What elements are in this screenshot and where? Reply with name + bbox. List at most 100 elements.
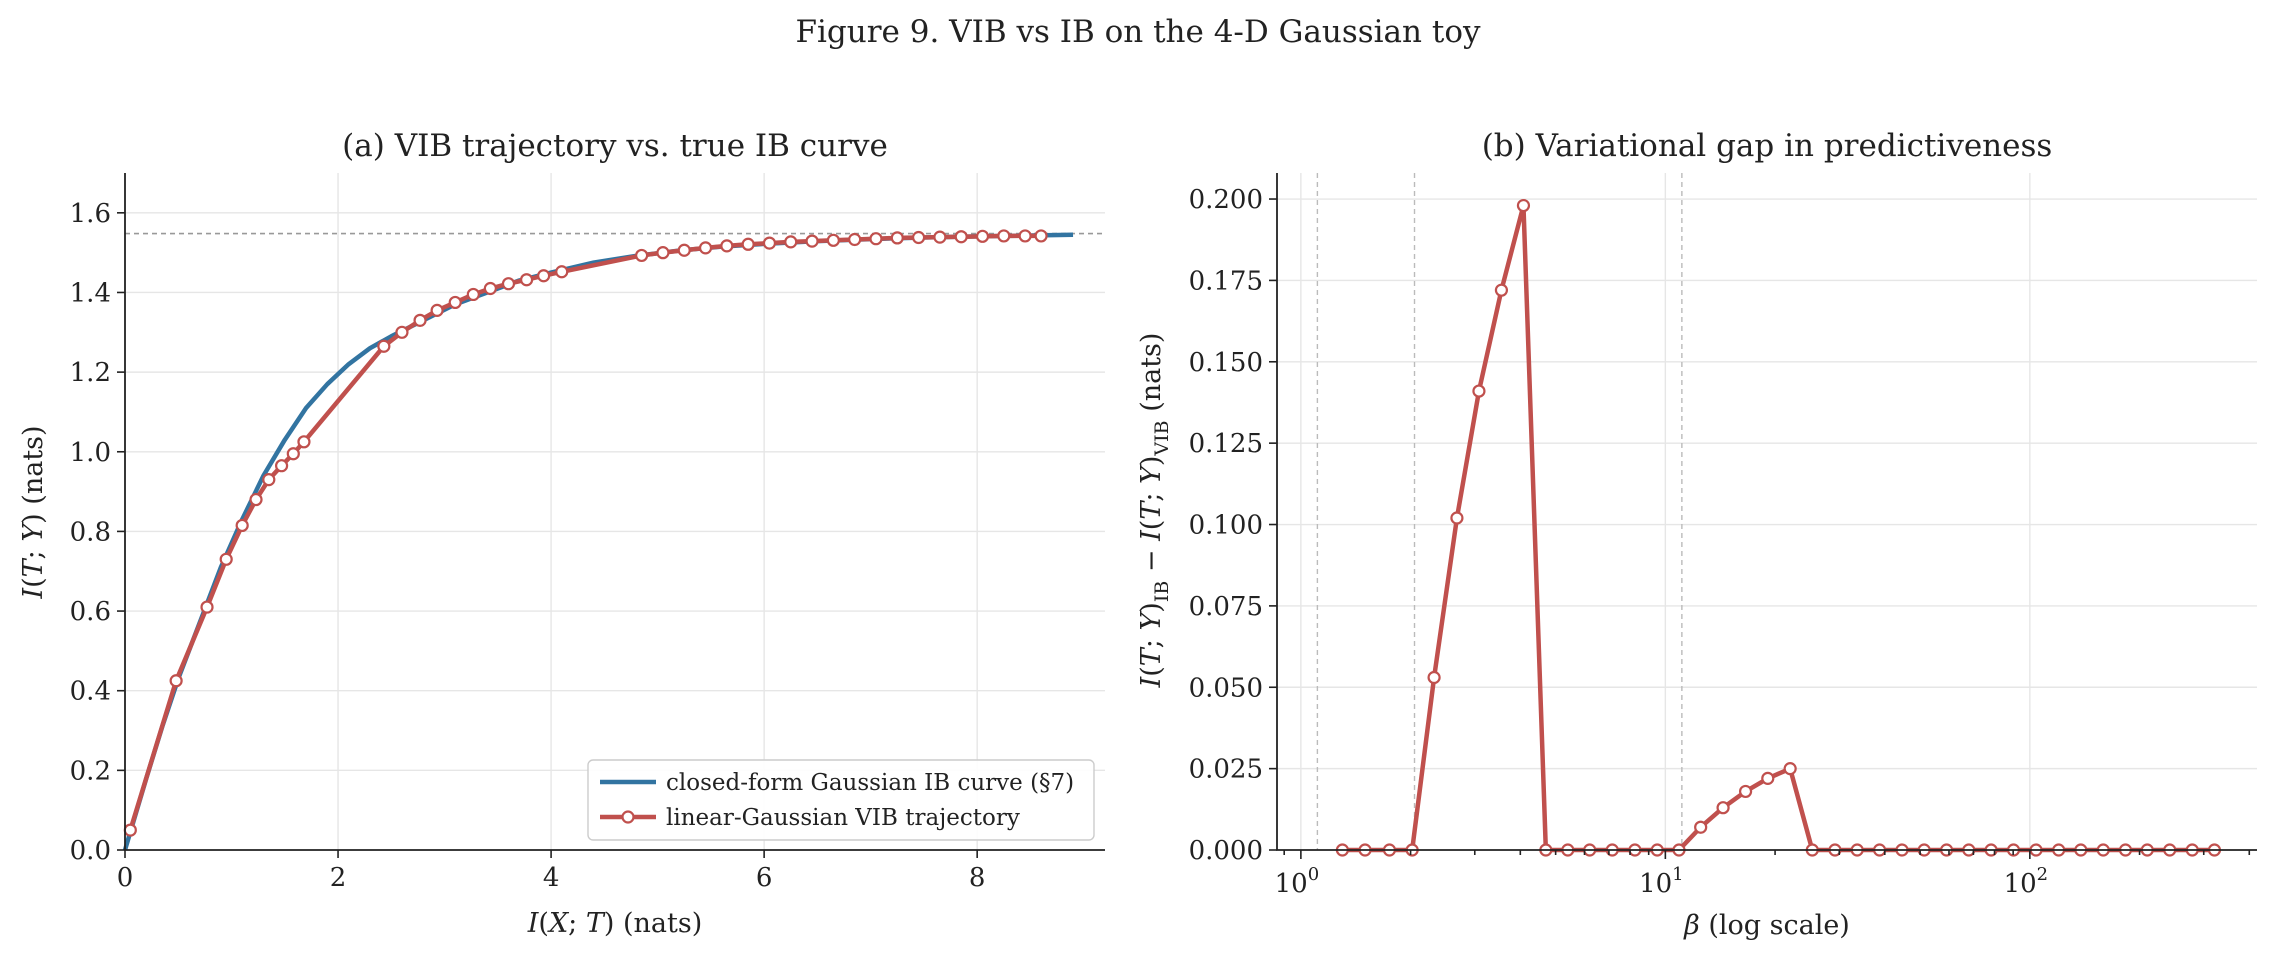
vib-point <box>286 447 300 461</box>
panel-a-xlabel: I(X; T) (nats) <box>527 908 703 939</box>
y-tick-label: 0.2 <box>70 756 111 786</box>
vib-point <box>466 287 480 302</box>
y-tick-label: 0.025 <box>1189 755 1263 785</box>
vib-point <box>762 236 777 250</box>
y-tick-label: 1.4 <box>70 278 111 308</box>
panel-b-spines <box>1276 173 2257 851</box>
vib-point <box>869 232 883 246</box>
gap-point <box>1716 801 1730 815</box>
y-tick-label: 0.6 <box>70 597 111 627</box>
panel-a-ylabel: I(T; Y) (nats) <box>18 425 49 599</box>
gap-point <box>1472 384 1486 398</box>
x-tick-label: 101 <box>1639 864 1684 899</box>
vib-point <box>784 235 798 249</box>
vib-point <box>262 473 276 487</box>
y-tick-label: 0.050 <box>1189 673 1263 703</box>
y-tick-label: 0.150 <box>1189 348 1263 378</box>
gap-point <box>1494 283 1509 297</box>
gap-point <box>1783 762 1797 776</box>
legend-label-ib-curve: closed-form Gaussian IB curve (§7) <box>666 770 1074 796</box>
panel-a-legend: closed-form Gaussian IB curve (§7) linea… <box>587 759 1095 841</box>
vib-point <box>249 492 263 507</box>
gap-point <box>1694 820 1708 834</box>
panel-a-ticks: 0 2 4 6 8 0.0 0.2 0.4 0.6 0.8 1.0 1.2 1.4 1.6 <box>70 199 986 893</box>
vib-point <box>933 230 947 244</box>
vib-point <box>200 600 214 614</box>
vib-point <box>483 281 497 296</box>
vib-point <box>501 277 516 291</box>
legend-frame <box>587 759 1095 841</box>
vib-point <box>377 339 391 353</box>
vib-point <box>274 459 289 473</box>
vib-point <box>430 303 444 317</box>
vib-point <box>848 232 862 247</box>
vib-point <box>635 248 649 263</box>
y-tick-label: 0.000 <box>1189 836 1263 866</box>
y-tick-label: 1.0 <box>70 438 111 468</box>
vib-point <box>235 518 249 533</box>
y-tick-label: 0.8 <box>70 517 111 547</box>
panel-b-ticks: 100 101 102 0.000 0.025 0.050 0.075 0.100 0.125 0… <box>1189 185 2251 899</box>
vib-point <box>1034 229 1048 243</box>
y-tick-label: 0.100 <box>1189 511 1263 541</box>
legend-label-vib: linear-Gaussian VIB trajectory <box>666 805 1020 831</box>
x-tick-label: 4 <box>543 863 560 893</box>
vib-point <box>413 313 427 327</box>
vib-point <box>169 674 183 688</box>
y-tick-label: 0.175 <box>1189 266 1263 296</box>
panel-b: 100 101 102 0.000 0.025 0.050 0.075 0.100 0.125 0… <box>1136 128 2257 941</box>
panel-a-spines <box>124 173 1105 851</box>
gap-point <box>1738 784 1753 799</box>
vib-point <box>954 230 968 244</box>
x-tick-label: 6 <box>756 863 773 893</box>
vib-point <box>1018 229 1032 243</box>
panel-a-title: (a) VIB trajectory vs. true IB curve <box>342 128 888 164</box>
vib-point <box>537 269 551 283</box>
figure-suptitle: Figure 9. VIB vs IB on the 4-D Gaussian … <box>796 14 1481 50</box>
panel-a-grid <box>124 173 1105 851</box>
panel-b-xlabel: β (log scale) <box>1683 910 1850 941</box>
x-tick-label: 0 <box>117 863 134 893</box>
vib-point <box>720 239 734 253</box>
y-tick-label: 0.0 <box>70 836 111 866</box>
panel-a: 0 2 4 6 8 0.0 0.2 0.4 0.6 0.8 1.0 1.2 1.4 1.6 (a) VIB… <box>18 128 1105 939</box>
vib-point <box>975 229 990 243</box>
gap-line <box>1342 203 2215 853</box>
vib-point <box>219 552 233 566</box>
x-tick-label: 8 <box>969 863 986 893</box>
panel-b-ylabel: I(T; Y)IB − I(T; Y)VIB (nats) <box>1136 333 1173 689</box>
panel-b-series <box>1335 198 2222 857</box>
y-tick-label: 0.125 <box>1189 429 1263 459</box>
vib-point <box>890 231 904 245</box>
gap-point <box>1450 511 1464 525</box>
y-tick-label: 1.2 <box>70 358 111 388</box>
gap-point <box>1516 198 1531 213</box>
gap-point <box>1761 771 1775 785</box>
vib-point <box>519 273 534 287</box>
legend-marker-vib <box>621 810 635 824</box>
x-tick-label: 102 <box>2004 864 2049 899</box>
panel-a-series <box>122 229 1074 851</box>
vib-point <box>698 241 713 255</box>
vib-point <box>677 243 691 257</box>
x-tick-label: 2 <box>330 863 347 893</box>
vib-trajectory-line <box>128 233 1042 831</box>
vib-point <box>123 823 137 837</box>
vib-point <box>997 229 1011 243</box>
vib-point <box>656 246 670 260</box>
vib-point <box>805 234 819 248</box>
y-tick-label: 0.4 <box>70 677 111 707</box>
panel-b-title: (b) Variational gap in predictiveness <box>1482 128 2053 164</box>
panel-b-reference-vlines <box>1316 173 1683 850</box>
x-tick-label: 100 <box>1275 864 1320 899</box>
ib-curve-line <box>122 232 1074 851</box>
vib-point <box>297 435 311 449</box>
vib-point <box>395 325 409 339</box>
vib-point <box>741 237 755 251</box>
gap-point <box>1427 670 1441 685</box>
y-tick-label: 0.075 <box>1189 592 1263 622</box>
vib-point <box>911 230 926 245</box>
vib-point <box>448 295 462 310</box>
y-tick-label: 1.6 <box>70 199 111 229</box>
